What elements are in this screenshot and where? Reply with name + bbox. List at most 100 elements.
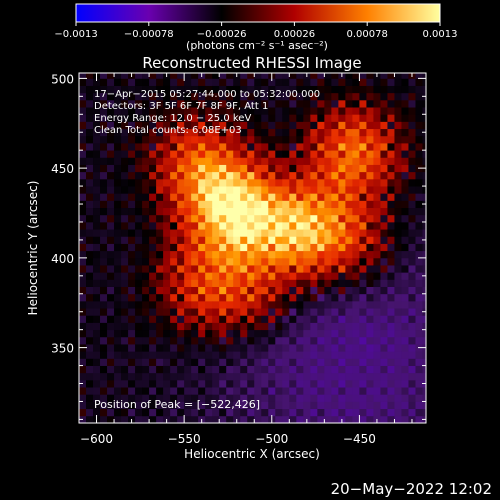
image-pixel: [415, 293, 423, 302]
image-pixel: [205, 207, 213, 216]
image-pixel: [128, 99, 136, 108]
image-pixel: [184, 114, 192, 122]
image-pixel: [212, 293, 220, 302]
image-pixel: [107, 293, 115, 302]
image-pixel: [387, 344, 395, 352]
image-pixel: [408, 401, 416, 410]
image-pixel: [177, 387, 185, 395]
date-stamp: 20−May−2022 12:02: [330, 480, 492, 498]
image-pixel: [331, 92, 339, 101]
image-pixel: [114, 157, 122, 165]
image-pixel: [338, 150, 346, 158]
image-pixel: [359, 401, 367, 410]
image-pixel: [212, 308, 220, 316]
image-pixel: [261, 214, 269, 223]
image-pixel: [247, 329, 255, 338]
image-pixel: [394, 344, 402, 352]
image-pixel: [205, 214, 213, 223]
image-pixel: [317, 286, 325, 295]
image-pixel: [240, 315, 248, 323]
image-pixel: [121, 293, 129, 302]
image-pixel: [366, 415, 374, 423]
image-pixel: [247, 265, 255, 273]
image-pixel: [226, 236, 234, 244]
image-pixel: [268, 322, 276, 331]
image-pixel: [184, 214, 192, 223]
image-pixel: [212, 257, 220, 266]
image-pixel: [107, 171, 115, 180]
image-pixel: [100, 315, 108, 323]
image-pixel: [387, 150, 395, 158]
image-pixel: [226, 387, 234, 395]
image-pixel: [170, 221, 178, 230]
image-pixel: [261, 128, 269, 137]
image-pixel: [317, 114, 325, 122]
image-pixel: [387, 379, 395, 388]
image-pixel: [163, 236, 171, 244]
image-pixel: [289, 408, 297, 417]
image-pixel: [422, 408, 426, 417]
image-pixel: [93, 243, 101, 252]
image-pixel: [163, 300, 171, 309]
image-pixel: [135, 78, 143, 86]
image-pixel: [212, 178, 220, 187]
image-pixel: [163, 85, 171, 94]
image-pixel: [247, 236, 255, 244]
image-pixel: [324, 193, 332, 201]
image-pixel: [233, 336, 241, 345]
image-pixel: [198, 379, 206, 388]
image-pixel: [324, 387, 332, 395]
image-pixel: [163, 135, 171, 144]
image-pixel: [156, 322, 164, 331]
image-pixel: [86, 78, 94, 86]
image-pixel: [289, 279, 297, 287]
image-pixel: [247, 415, 255, 423]
image-pixel: [261, 236, 269, 244]
image-pixel: [163, 315, 171, 323]
image-pixel: [394, 379, 402, 388]
image-pixel: [303, 236, 311, 244]
image-pixel: [380, 243, 388, 252]
image-pixel: [177, 229, 185, 237]
image-pixel: [79, 286, 87, 295]
image-pixel: [121, 379, 129, 388]
image-pixel: [317, 78, 325, 86]
image-pixel: [289, 193, 297, 201]
image-pixel: [282, 329, 290, 338]
image-pixel: [345, 207, 353, 216]
image-pixel: [359, 394, 367, 402]
image-pixel: [422, 114, 426, 122]
image-pixel: [296, 329, 304, 338]
image-pixel: [310, 308, 318, 316]
image-pixel: [205, 351, 213, 359]
image-pixel: [317, 135, 325, 144]
image-pixel: [212, 171, 220, 180]
image-pixel: [177, 250, 185, 259]
image-pixel: [310, 164, 318, 173]
image-pixel: [247, 408, 255, 417]
image-pixel: [268, 150, 276, 158]
image-pixel: [345, 265, 353, 273]
image-pixel: [114, 257, 122, 266]
image-pixel: [408, 358, 416, 366]
image-pixel: [422, 229, 426, 237]
image-pixel: [198, 236, 206, 244]
image-pixel: [345, 178, 353, 187]
image-pixel: [198, 286, 206, 295]
image-pixel: [233, 121, 241, 130]
image-pixel: [191, 99, 199, 108]
image-pixel: [219, 293, 227, 302]
image-pixel: [128, 379, 136, 388]
image-pixel: [135, 73, 143, 79]
image-pixel: [205, 157, 213, 165]
image-pixel: [401, 372, 409, 381]
image-pixel: [79, 322, 87, 331]
image-pixel: [275, 257, 283, 266]
image-pixel: [394, 387, 402, 395]
image-pixel: [303, 164, 311, 173]
image-pixel: [261, 358, 269, 366]
image-pixel: [317, 85, 325, 94]
image-pixel: [275, 85, 283, 94]
image-pixel: [149, 229, 157, 237]
image-pixel: [79, 329, 87, 338]
